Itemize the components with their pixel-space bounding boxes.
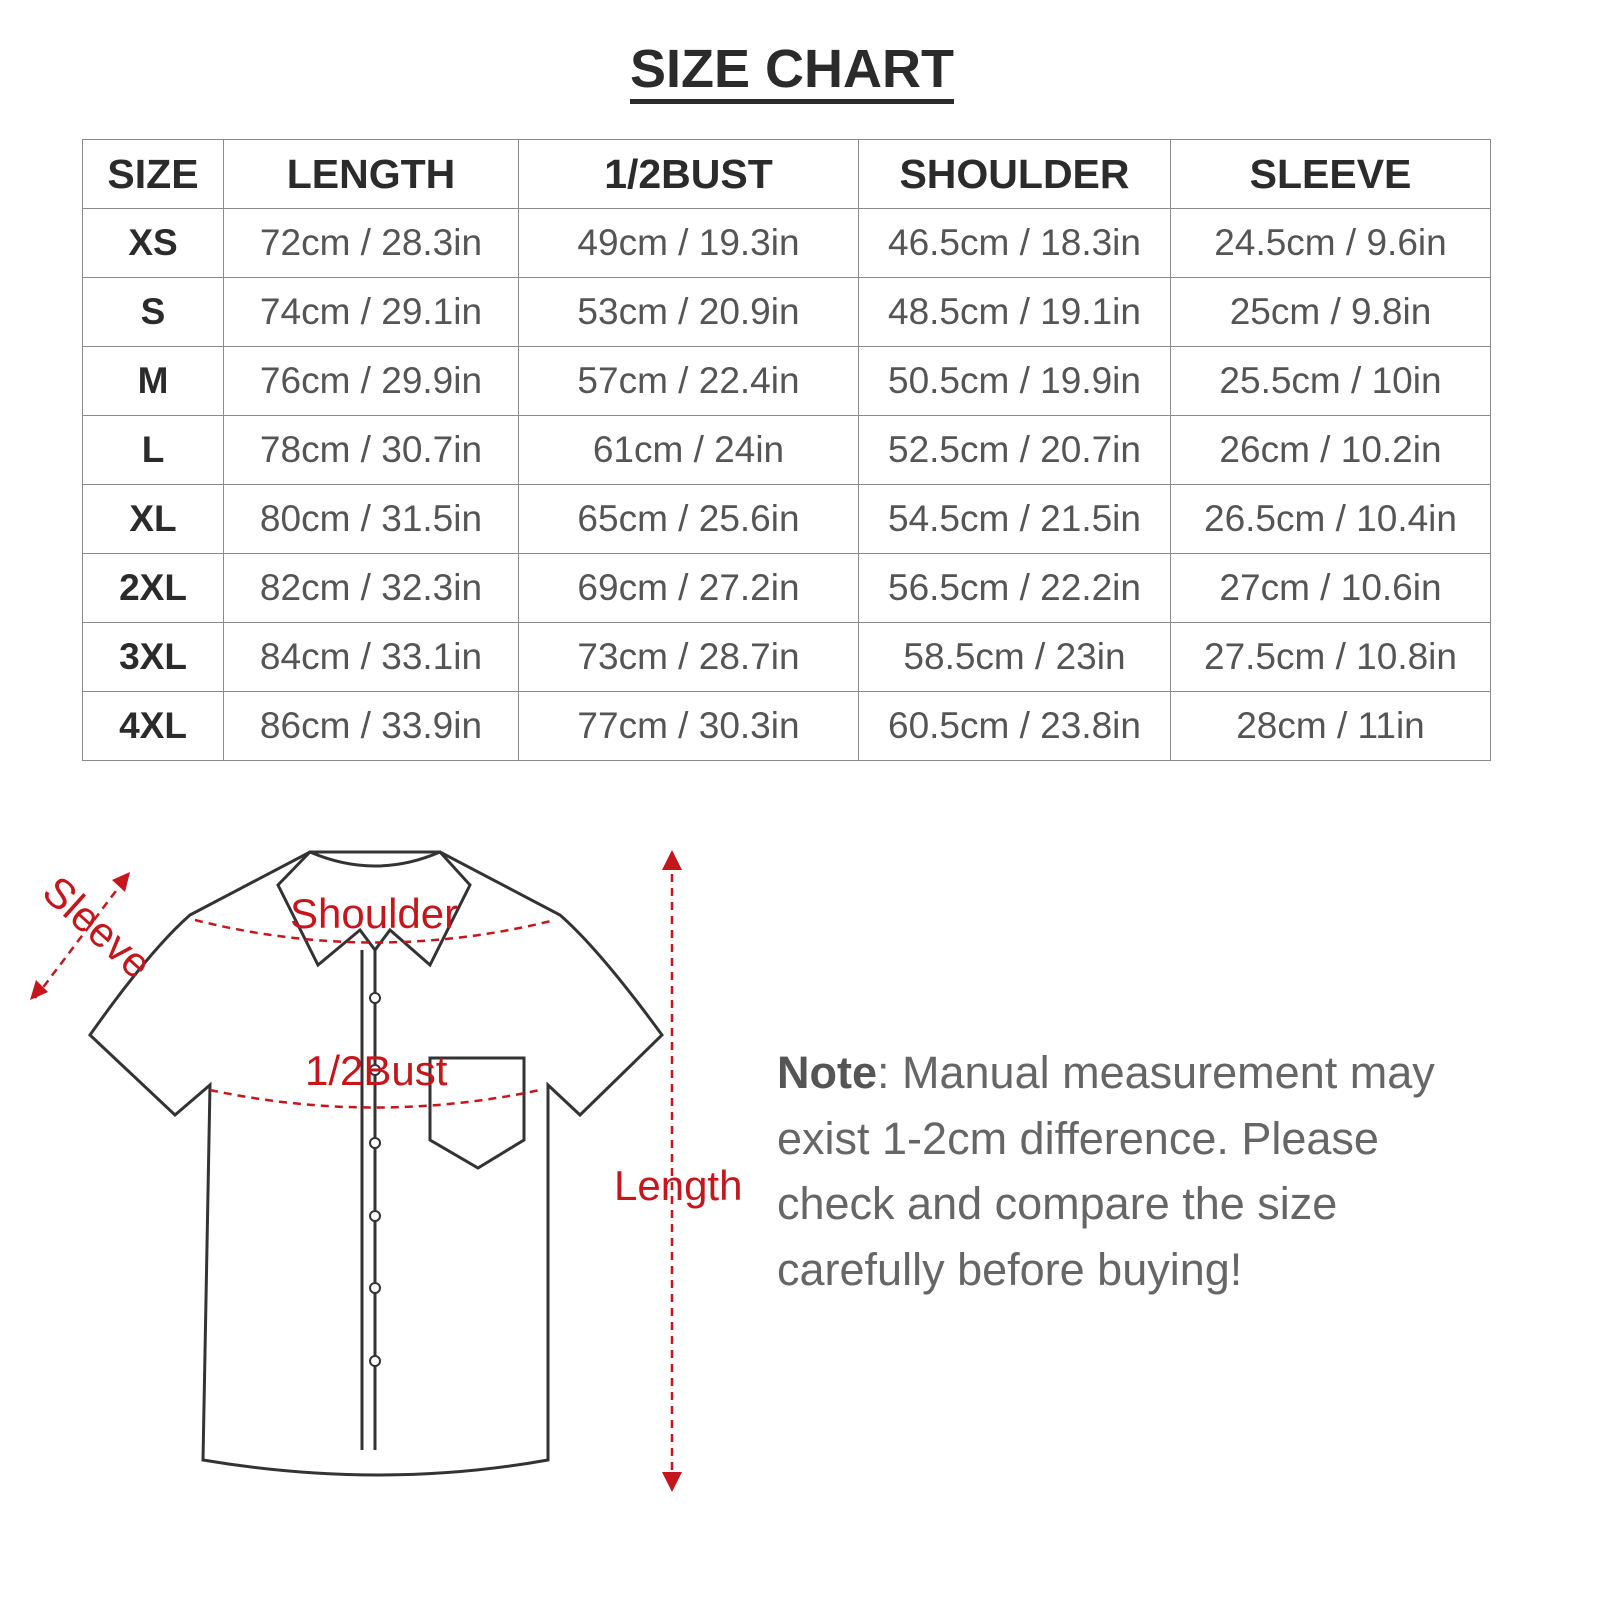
measurement-cell: 80cm / 31.5in xyxy=(223,484,519,554)
note-text: Note: Manual measurement may exist 1-2cm… xyxy=(777,1047,1435,1295)
length-label: Length xyxy=(614,1162,742,1209)
shoulder-label: Shoulder xyxy=(290,890,458,937)
table-row: S 74cm / 29.1in 53cm / 20.9in 48.5cm / 19.1… xyxy=(82,277,1491,347)
measurement-cell: 48.5cm / 19.1in xyxy=(858,277,1171,347)
page-title: SIZE CHART xyxy=(0,38,1584,104)
measure-lines xyxy=(34,860,674,1480)
measurement-cell: 27.5cm / 10.8in xyxy=(1170,622,1491,692)
shirt-pocket xyxy=(428,1056,526,1170)
column-header: 1/2BUST xyxy=(518,139,859,209)
table-row: 2XL 82cm / 32.3in 69cm / 27.2in 56.5cm / 22… xyxy=(82,553,1491,623)
bust-label: 1/2Bust xyxy=(305,1047,448,1094)
measurement-cell: 26cm / 10.2in xyxy=(1170,415,1491,485)
measurement-cell: 73cm / 28.7in xyxy=(518,622,859,692)
table-row: 4XL 86cm / 33.9in 77cm / 30.3in 60.5cm / 23… xyxy=(82,691,1491,761)
size-cell: XL xyxy=(82,484,224,554)
shirt-collar xyxy=(276,850,472,968)
measurement-cell: 25cm / 9.8in xyxy=(1170,277,1491,347)
size-table: SIZE LENGTH 1/2BUST SHOULDER SLEEVE XS 72cm /… xyxy=(82,139,1491,761)
table-row: M 76cm / 29.9in 57cm / 22.4in 50.5cm / 19.9… xyxy=(82,346,1491,416)
table-row: L 78cm / 30.7in 61cm / 24in 52.5cm / 20.7in… xyxy=(82,415,1491,485)
measurement-cell: 49cm / 19.3in xyxy=(518,208,859,278)
measurement-cell: 58.5cm / 23in xyxy=(858,622,1171,692)
measurement-cell: 52.5cm / 20.7in xyxy=(858,415,1171,485)
measurement-cell: 82cm / 32.3in xyxy=(223,553,519,623)
measurement-cell: 56.5cm / 22.2in xyxy=(858,553,1171,623)
shirt-diagram: Shoulder 1/2Bust Length Sleeve xyxy=(30,850,742,1492)
sleeve-label: Sleeve xyxy=(34,867,161,988)
measurement-cell: 77cm / 30.3in xyxy=(518,691,859,761)
measurement-cell: 86cm / 33.9in xyxy=(223,691,519,761)
measurement-cell: 74cm / 29.1in xyxy=(223,277,519,347)
measurement-cell: 27cm / 10.6in xyxy=(1170,553,1491,623)
table-header-row: SIZE LENGTH 1/2BUST SHOULDER SLEEVE xyxy=(82,139,1491,209)
measurement-cell: 46.5cm / 18.3in xyxy=(858,208,1171,278)
measurement-cell: 65cm / 25.6in xyxy=(518,484,859,554)
measurement-cell: 50.5cm / 19.9in xyxy=(858,346,1171,416)
size-cell: 3XL xyxy=(82,622,224,692)
measurement-cell: 24.5cm / 9.6in xyxy=(1170,208,1491,278)
size-cell: XS xyxy=(82,208,224,278)
arrow-icons xyxy=(30,850,682,1492)
measurement-cell: 76cm / 29.9in xyxy=(223,346,519,416)
column-header: SIZE xyxy=(82,139,224,209)
measurement-cell: 72cm / 28.3in xyxy=(223,208,519,278)
buttons xyxy=(369,992,381,1367)
measurement-cell: 25.5cm / 10in xyxy=(1170,346,1491,416)
size-cell: L xyxy=(82,415,224,485)
column-header: SLEEVE xyxy=(1170,139,1491,209)
measurement-cell: 69cm / 27.2in xyxy=(518,553,859,623)
measurement-cell: 57cm / 22.4in xyxy=(518,346,859,416)
measurement-cell: 78cm / 30.7in xyxy=(223,415,519,485)
measurement-cell: 60.5cm / 23.8in xyxy=(858,691,1171,761)
size-cell: M xyxy=(82,346,224,416)
measurement-cell: 54.5cm / 21.5in xyxy=(858,484,1171,554)
column-header: SHOULDER xyxy=(858,139,1171,209)
measurement-cell: 26.5cm / 10.4in xyxy=(1170,484,1491,554)
size-cell: 2XL xyxy=(82,553,224,623)
table-row: XL 80cm / 31.5in 65cm / 25.6in 54.5cm / 21.… xyxy=(82,484,1491,554)
table-row: XS 72cm / 28.3in 49cm / 19.3in 46.5cm / 18.… xyxy=(82,208,1491,278)
size-cell: 4XL xyxy=(82,691,224,761)
size-cell: S xyxy=(82,277,224,347)
measurement-cell: 84cm / 33.1in xyxy=(223,622,519,692)
measurement-cell: 61cm / 24in xyxy=(518,415,859,485)
measurement-cell: 28cm / 11in xyxy=(1170,691,1491,761)
table-row: 3XL 84cm / 33.1in 73cm / 28.7in 58.5cm / 23… xyxy=(82,622,1491,692)
measurement-cell: 53cm / 20.9in xyxy=(518,277,859,347)
column-header: LENGTH xyxy=(223,139,519,209)
